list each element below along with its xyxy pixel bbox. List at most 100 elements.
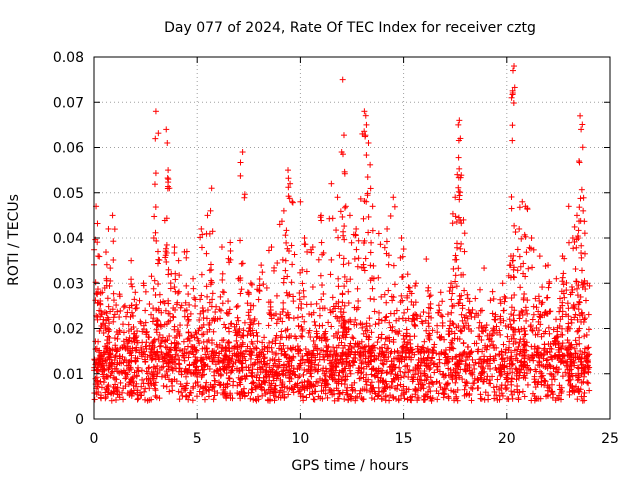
data-point xyxy=(355,255,362,262)
data-point xyxy=(248,281,255,288)
data-point xyxy=(364,174,371,181)
data-point xyxy=(278,328,285,335)
data-point xyxy=(458,240,465,247)
data-point xyxy=(534,362,541,369)
data-point xyxy=(510,99,517,106)
data-point xyxy=(340,261,347,268)
data-point xyxy=(504,395,511,402)
data-point xyxy=(108,369,115,376)
data-point xyxy=(142,307,149,314)
data-point xyxy=(582,315,589,322)
data-point xyxy=(372,321,379,328)
data-point xyxy=(426,293,433,300)
data-point xyxy=(353,225,360,232)
data-point xyxy=(371,296,378,303)
data-point xyxy=(529,264,536,271)
data-point xyxy=(111,226,118,233)
x-tick-label: 10 xyxy=(291,431,309,447)
y-tick-label: 0.03 xyxy=(53,276,84,292)
data-point xyxy=(362,255,369,262)
data-point xyxy=(391,203,398,210)
data-point xyxy=(239,260,246,267)
data-point xyxy=(560,281,567,288)
data-point xyxy=(572,265,579,272)
data-point xyxy=(241,191,248,198)
data-point xyxy=(571,223,578,230)
data-point xyxy=(155,281,162,288)
data-point xyxy=(167,285,174,292)
data-point xyxy=(167,280,174,287)
data-point xyxy=(579,397,586,404)
data-point xyxy=(565,305,572,312)
data-point xyxy=(497,331,504,338)
y-tick-label: 0.01 xyxy=(53,367,84,383)
data-point xyxy=(412,282,419,289)
data-point xyxy=(489,331,496,338)
data-point xyxy=(271,267,278,274)
data-point xyxy=(177,380,184,387)
data-point xyxy=(461,248,468,255)
data-point xyxy=(577,112,584,119)
data-point xyxy=(147,376,154,383)
data-point xyxy=(163,258,170,265)
data-point xyxy=(509,395,516,402)
data-point xyxy=(222,324,229,331)
data-point xyxy=(403,326,410,333)
data-point xyxy=(454,171,461,178)
data-point xyxy=(383,313,390,320)
data-point xyxy=(152,204,159,211)
data-point xyxy=(576,158,583,165)
data-point xyxy=(493,392,500,399)
data-point xyxy=(290,298,297,305)
data-point xyxy=(341,283,348,290)
data-point xyxy=(456,117,463,124)
data-point xyxy=(132,289,139,296)
data-point xyxy=(334,194,341,201)
data-point xyxy=(579,144,586,151)
data-point xyxy=(226,375,233,382)
data-point xyxy=(420,309,427,316)
data-point xyxy=(163,126,170,133)
data-point xyxy=(506,316,513,323)
data-point xyxy=(326,215,333,222)
data-point xyxy=(525,353,532,360)
data-point xyxy=(151,277,158,284)
data-point xyxy=(282,267,289,274)
data-point xyxy=(312,322,319,329)
data-point xyxy=(270,362,277,369)
data-point xyxy=(348,239,355,246)
data-point xyxy=(536,253,543,260)
data-point xyxy=(385,287,392,294)
data-point xyxy=(383,299,390,306)
data-point xyxy=(509,67,516,74)
data-point xyxy=(204,338,211,345)
data-point xyxy=(421,338,428,345)
data-point xyxy=(375,274,382,281)
data-point xyxy=(530,303,537,310)
data-point xyxy=(254,333,261,340)
data-point xyxy=(585,380,592,387)
data-point xyxy=(188,333,195,340)
data-point xyxy=(431,341,438,348)
data-point xyxy=(176,361,183,368)
data-point xyxy=(218,244,225,251)
data-point xyxy=(509,360,516,367)
data-point xyxy=(155,130,162,137)
data-point xyxy=(174,290,181,297)
data-point xyxy=(367,185,374,192)
data-point xyxy=(234,314,241,321)
data-point xyxy=(128,281,135,288)
data-point xyxy=(585,344,592,351)
data-point xyxy=(521,393,528,400)
data-point xyxy=(219,344,226,351)
data-point xyxy=(566,391,573,398)
data-point xyxy=(367,249,374,256)
data-point xyxy=(390,262,397,269)
data-point xyxy=(472,295,479,302)
data-point xyxy=(512,229,519,236)
data-point xyxy=(450,265,457,272)
data-point xyxy=(434,322,441,329)
data-point xyxy=(299,333,306,340)
data-point xyxy=(208,266,215,273)
